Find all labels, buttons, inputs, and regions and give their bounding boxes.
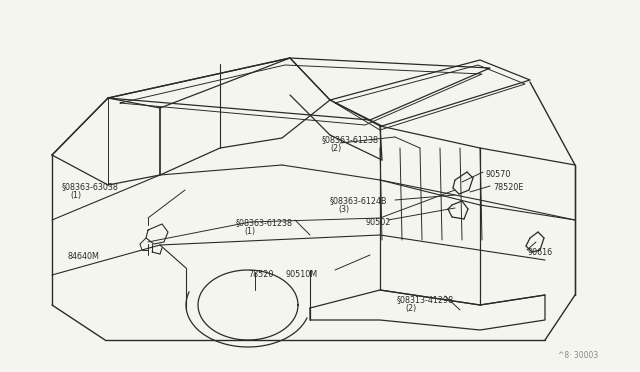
Text: §08363-61238: §08363-61238 — [322, 135, 379, 144]
Text: ^8· 30003: ^8· 30003 — [557, 351, 598, 360]
Text: (2): (2) — [405, 304, 416, 313]
Text: §08363-6124B: §08363-6124B — [330, 196, 387, 205]
Text: §08363-63038: §08363-63038 — [62, 182, 119, 191]
Text: 90570: 90570 — [486, 170, 511, 179]
Text: §08313-41298: §08313-41298 — [397, 295, 454, 304]
Text: §08363-61238: §08363-61238 — [236, 218, 293, 227]
Text: 78520E: 78520E — [493, 183, 524, 192]
Text: 84640M: 84640M — [68, 252, 100, 261]
Text: 90502: 90502 — [365, 218, 390, 227]
Text: (1): (1) — [70, 191, 81, 200]
Text: (3): (3) — [338, 205, 349, 214]
Text: 78520: 78520 — [248, 270, 273, 279]
Text: 90510M: 90510M — [285, 270, 317, 279]
Text: 90616: 90616 — [527, 248, 552, 257]
Text: (2): (2) — [330, 144, 341, 153]
Text: (1): (1) — [244, 227, 255, 236]
